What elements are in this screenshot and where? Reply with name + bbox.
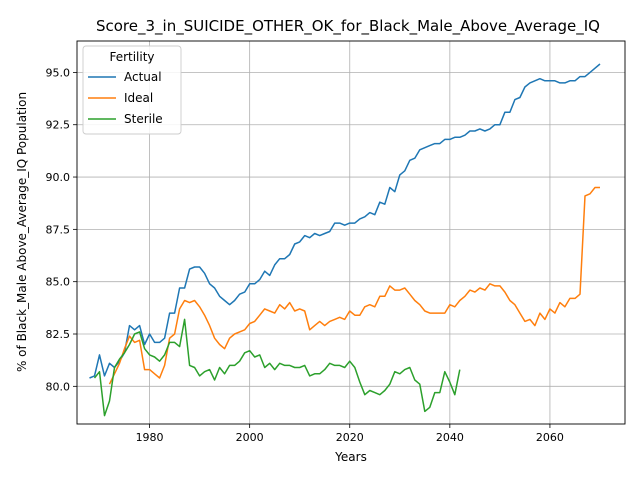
y-tick-label: 80.0 bbox=[46, 380, 71, 393]
x-tick-label: 2060 bbox=[536, 431, 564, 444]
x-axis-label: Years bbox=[334, 450, 367, 464]
series-line-ideal bbox=[108, 186, 600, 385]
plot-frame bbox=[76, 40, 626, 425]
legend-label-ideal: Ideal bbox=[124, 91, 153, 105]
legend: Fertility Actual Ideal Sterile bbox=[82, 45, 182, 135]
x-tick-label: 2020 bbox=[336, 431, 364, 444]
y-tick-label: 95.0 bbox=[46, 66, 71, 79]
legend-label-actual: Actual bbox=[124, 70, 162, 84]
series-line-actual bbox=[89, 63, 601, 379]
x-tick-label: 2040 bbox=[436, 431, 464, 444]
legend-box bbox=[82, 45, 182, 135]
series-line-sterile bbox=[93, 318, 461, 417]
legend-title: Fertility bbox=[109, 50, 154, 64]
x-tick-label: 1980 bbox=[136, 431, 164, 444]
legend-label-sterile: Sterile bbox=[124, 112, 163, 126]
x-axis-ticks: 1980 2000 2020 2040 2060 bbox=[136, 424, 564, 444]
legend-entries: Actual Ideal Sterile bbox=[88, 70, 163, 126]
y-tick-label: 92.5 bbox=[46, 119, 71, 132]
y-tick-label: 87.5 bbox=[46, 223, 71, 236]
y-axis-ticks: 80.0 82.5 85.0 87.5 90.0 92.5 95.0 bbox=[46, 66, 77, 393]
y-tick-label: 82.5 bbox=[46, 328, 71, 341]
y-tick-label: 90.0 bbox=[46, 171, 71, 184]
x-tick-label: 2000 bbox=[236, 431, 264, 444]
grid bbox=[77, 41, 625, 424]
chart-title: Score_3_in_SUICIDE_OTHER_OK_for_Black_Ma… bbox=[96, 17, 600, 36]
y-tick-label: 85.0 bbox=[46, 276, 71, 289]
y-axis-label: % of Black_Male Above_Average_IQ Populat… bbox=[15, 92, 29, 372]
series-lines bbox=[89, 63, 601, 417]
